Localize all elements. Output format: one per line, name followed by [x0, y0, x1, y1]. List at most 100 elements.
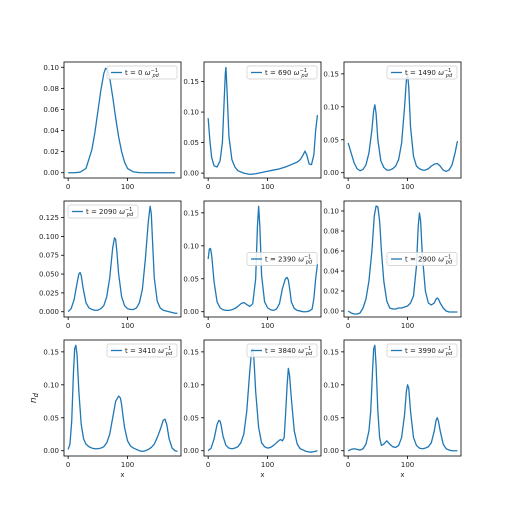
ytick-label: 0.10: [323, 208, 339, 216]
legend-time: t = 2900: [405, 256, 438, 264]
xtick-label: 100: [261, 322, 274, 330]
xtick-label: 100: [121, 183, 134, 191]
legend-box: [67, 204, 139, 219]
legend-unit-subscript: pd: [445, 260, 453, 266]
ytick-label: 0.05: [183, 275, 199, 283]
legend: t = 2390 ω−1 pd: [246, 252, 318, 266]
legend-box: [386, 252, 458, 266]
legend-unit-subscript: pd: [445, 351, 453, 357]
legend-box: [246, 343, 318, 358]
legend-label: t = 2390 ω−1 pd: [265, 255, 313, 266]
legend-unit-omega: ω: [145, 69, 151, 77]
legend-label: t = 690 ω−1 pd: [265, 68, 309, 79]
ytick-label: 0.10: [43, 64, 59, 72]
legend-time: t = 3990: [405, 347, 438, 355]
ytick-label: 0.100: [39, 233, 59, 241]
xtick-label: 100: [261, 183, 274, 191]
legend: t = 0 ω−1 pd: [106, 65, 178, 80]
figure-ylabel: nd: [29, 392, 40, 403]
legend-unit-omega: ω: [294, 69, 300, 77]
legend-unit-omega: ω: [438, 69, 444, 77]
ytick-label: 0.00: [43, 447, 59, 455]
legend-unit-superscript: −1: [300, 68, 307, 74]
legend-time: t = 3410: [125, 347, 158, 355]
xtick-label: 0: [66, 461, 70, 469]
subplot-3: 0.00 0.05 0.10 0.15 0 100 t = 1490 ω−1 pd: [323, 61, 462, 191]
legend-box: [386, 65, 458, 80]
legend-unit-superscript: −1: [125, 207, 132, 213]
series-line: [347, 344, 458, 452]
legend-time: t = 1490: [405, 69, 438, 77]
ytick-label: 0.10: [183, 109, 199, 117]
ytick-label: 0.125: [39, 214, 59, 222]
legend-label: t = 1490 ω−1 pd: [405, 68, 453, 79]
ytick-label: 0.05: [323, 136, 339, 144]
xaxis-label: x: [400, 471, 404, 479]
legend-time: t = 2090: [86, 208, 119, 216]
xtick-label: 0: [346, 461, 350, 469]
series-line: [207, 347, 318, 453]
axes-frame: [63, 339, 182, 457]
series-line: [67, 344, 178, 453]
ytick-label: 0.15: [323, 348, 339, 356]
legend-box: [246, 252, 318, 266]
xtick-label: 0: [66, 183, 70, 191]
ytick-label: 0.10: [183, 242, 199, 250]
xaxis-label: x: [120, 471, 124, 479]
subplot-8: 0.00 0.05 0.10 0.15 0 100 x t = 3840 ω−1 pd: [183, 339, 322, 479]
ytick-label: 0.00: [183, 170, 199, 178]
ytick-label: 0.05: [183, 139, 199, 147]
xtick-label: 100: [121, 461, 134, 469]
legend-time: t = 0: [125, 69, 145, 77]
legend-unit-subscript: pd: [152, 73, 160, 79]
xtick-label: 100: [261, 461, 274, 469]
legend-unit-omega: ω: [438, 256, 444, 264]
xtick-label: 0: [206, 461, 210, 469]
legend-label: t = 3410 ω−1 pd: [125, 346, 173, 357]
ytick-label: 0.15: [323, 70, 339, 78]
legend-box: [106, 65, 178, 80]
series-line: [207, 205, 319, 313]
legend-label: t = 2900 ω−1 pd: [405, 255, 453, 266]
legend-unit-superscript: −1: [444, 346, 451, 352]
xtick-label: 0: [66, 322, 70, 330]
xtick-label: 100: [401, 322, 414, 330]
legend-time: t = 690: [265, 69, 294, 77]
subplot-7: 0.00 0.05 0.10 0.15 0 100 x t = 3410 ω−1 pd: [43, 339, 182, 479]
xaxis-label: x: [260, 471, 264, 479]
ytick-label: 0.00: [323, 447, 339, 455]
figure-ylabel-subscript: d: [32, 392, 40, 397]
legend-unit-subscript: pd: [445, 73, 453, 79]
legend: t = 3840 ω−1 pd: [246, 343, 318, 358]
ytick-label: 0.075: [39, 252, 59, 260]
xtick-label: 0: [206, 183, 210, 191]
ytick-label: 0.15: [183, 209, 199, 217]
xtick-label: 0: [206, 322, 210, 330]
legend-unit-superscript: −1: [304, 346, 311, 352]
subplot-6: 0.00 0.02 0.04 0.06 0.08 0.10 0 100 t = 2900 ω−1…: [323, 200, 462, 330]
ytick-label: 0.00: [183, 308, 199, 316]
legend: t = 3990 ω−1 pd: [386, 343, 458, 358]
ytick-label: 0.05: [323, 414, 339, 422]
subplot-2: 0.00 0.05 0.10 0.15 0 100 t = 690 ω−1 pd: [183, 61, 322, 191]
legend-unit-superscript: −1: [444, 255, 451, 261]
legend-unit-omega: ω: [158, 347, 164, 355]
ytick-label: 0.05: [43, 414, 59, 422]
axes-frame: [203, 339, 322, 457]
ytick-label: 0.10: [183, 381, 199, 389]
ytick-label: 0.08: [43, 85, 59, 93]
legend-time: t = 3840: [265, 347, 298, 355]
ytick-label: 0.05: [183, 414, 199, 422]
legend: t = 2090 ω−1 pd: [67, 204, 139, 219]
legend-unit-superscript: −1: [164, 346, 171, 352]
subplot-1: 0.00 0.02 0.04 0.06 0.08 0.10 0 100 t = 0 ω−1 pd: [43, 61, 182, 191]
legend-unit-superscript: −1: [444, 68, 451, 74]
ytick-label: 0.02: [43, 148, 59, 156]
legend: t = 690 ω−1 pd: [246, 65, 318, 80]
axes-frame: [203, 61, 322, 179]
legend-label: t = 0 ω−1 pd: [125, 68, 160, 79]
subplot-4: 0.000 0.025 0.050 0.075 0.100 0.125 0 100 t = 20…: [39, 200, 182, 330]
legend-unit-subscript: pd: [305, 351, 313, 357]
legend: t = 1490 ω−1 pd: [386, 65, 458, 80]
